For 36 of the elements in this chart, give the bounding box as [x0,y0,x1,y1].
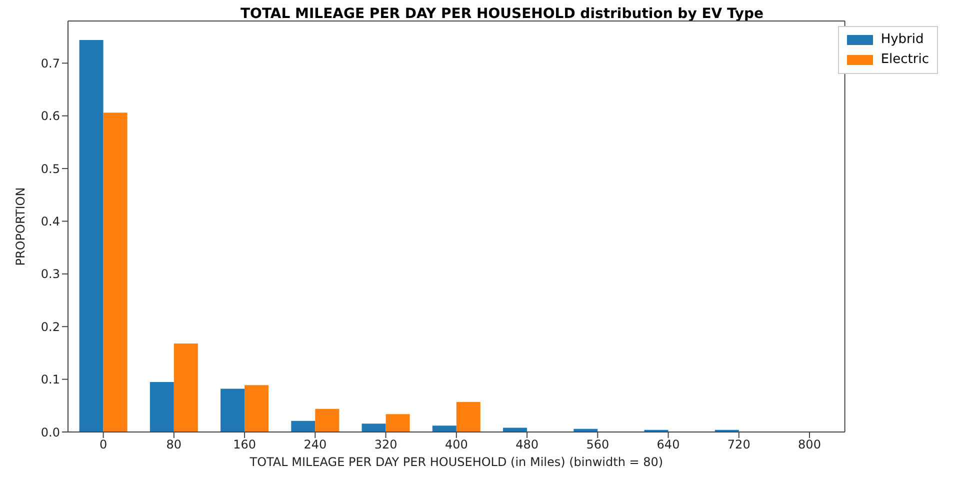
x-axis-title: TOTAL MILEAGE PER DAY PER HOUSEHOLD (in Miles) (binwidth = 80) [248,455,664,469]
x-tick-label: 80 [166,438,182,452]
x-tick-label: 320 [374,438,398,452]
y-tick-label: 0.2 [40,320,60,334]
bar [315,408,340,432]
x-tick-label: 720 [727,438,750,452]
bar [456,402,480,432]
x-tick-label: 560 [586,438,610,452]
x-tick-label: 800 [798,438,821,452]
bar [103,112,128,432]
bar [432,426,456,432]
y-tick-label: 0.6 [40,109,60,124]
bar [174,343,198,432]
x-tick-label: 240 [304,438,327,452]
y-axis-title: PROPORTION [13,187,28,266]
y-tick-label: 0.7 [40,56,60,70]
y-tick-label: 0.5 [40,162,60,176]
legend-label: Electric [880,51,929,69]
chart-title: TOTAL MILEAGE PER DAY PER HOUSEHOLD distribution by EV Type [240,6,764,22]
bar [150,382,174,432]
y-tick-label: 0.0 [40,425,60,440]
x-tick-label: 400 [444,438,468,452]
x-tick-label: 160 [233,438,256,452]
bar [386,414,410,432]
y-tick-label: 0.3 [40,267,60,282]
bar [79,40,104,432]
y-tick-label: 0.4 [40,214,60,228]
bar [362,424,386,432]
bar [220,388,245,432]
x-tick-label: 480 [516,438,538,452]
x-tick-label: 0 [99,438,108,452]
x-tick-label: 640 [656,438,680,452]
y-tick-label: 0.1 [40,372,60,387]
bar [244,385,269,432]
bar [291,420,316,432]
legend-label: Hybrid [880,31,924,49]
